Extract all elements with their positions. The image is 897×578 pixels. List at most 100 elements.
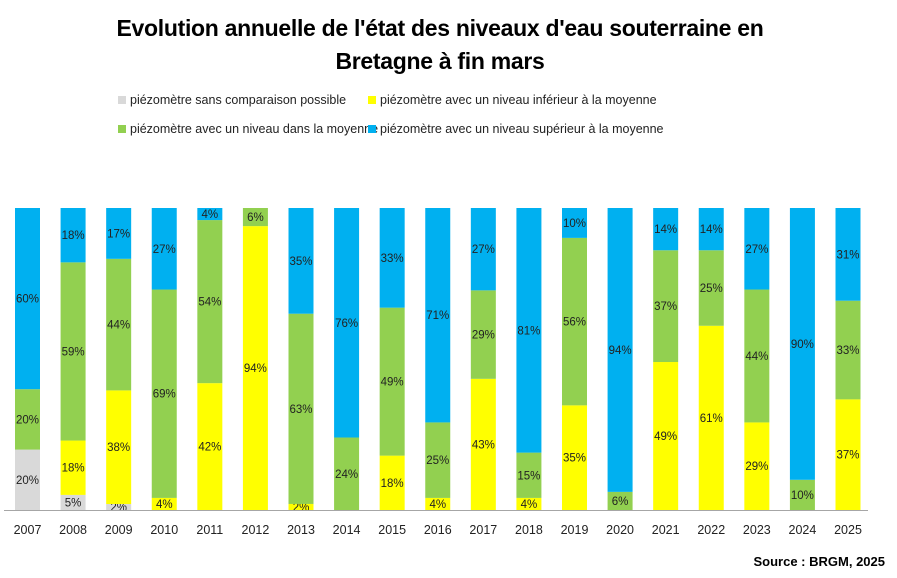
legend-item-above-average: piézomètre avec un niveau supérieur à la… (368, 122, 664, 136)
bar-segment-2008-s2 (60, 262, 86, 441)
data-label: 31% (836, 249, 859, 261)
bar-segment-2018-s3 (516, 208, 542, 453)
data-label: 20% (16, 414, 39, 426)
bar-segment-2024-s2 (789, 479, 815, 510)
data-label: 42% (198, 442, 221, 454)
title-line-1: Evolution annuelle de l'état des niveaux… (116, 15, 764, 41)
bar-segment-2008-s3 (60, 208, 86, 263)
bar-segment-2023-s3 (744, 208, 770, 290)
bar-segment-2008-s0 (60, 494, 86, 510)
data-label: 18% (62, 463, 85, 475)
data-label: 54% (198, 297, 221, 309)
bar-segment-2025-s1 (835, 399, 861, 510)
data-label: 35% (289, 256, 312, 268)
data-label: 38% (107, 442, 130, 454)
bar-segment-2019-s1 (562, 405, 587, 510)
x-tick-label: 2015 (378, 523, 406, 537)
bar-segment-2010-s3 (151, 208, 177, 290)
bar-segment-2012-s2 (242, 208, 268, 227)
bar-segment-2015-s3 (379, 208, 405, 308)
bar-segment-2017-s3 (470, 208, 496, 291)
bar-segment-2020-s2 (607, 491, 633, 510)
bar-segment-2016-s3 (425, 208, 451, 423)
bar-segment-2013-s2 (288, 313, 314, 504)
bar-segment-2013-s3 (288, 208, 314, 314)
data-label: 10% (563, 218, 586, 230)
x-tick-label: 2020 (606, 523, 634, 537)
bar-segment-2013-s1 (288, 503, 314, 510)
legend-swatch (118, 125, 126, 133)
bar-segment-2022-s3 (698, 208, 724, 251)
bar-segment-2016-s1 (425, 497, 451, 510)
bar-segment-2014-s2 (334, 437, 360, 510)
bar-segment-2019-s3 (562, 208, 587, 238)
data-label: 24% (335, 469, 358, 481)
x-tick-label: 2021 (652, 523, 680, 537)
bar-segment-2015-s1 (379, 455, 405, 510)
data-label: 15% (517, 470, 540, 482)
bar-segment-2009-s1 (106, 390, 132, 505)
data-label: 69% (153, 389, 176, 401)
x-tick-label: 2012 (242, 523, 270, 537)
x-tick-label: 2016 (424, 523, 452, 537)
bar-segment-2021-s2 (653, 250, 679, 363)
data-label: 14% (654, 224, 677, 236)
legend-item-average: piézomètre avec un niveau dans la moyenn… (118, 122, 378, 136)
bar-segment-2011-s3 (197, 208, 223, 221)
bar-segment-2010-s1 (151, 497, 177, 510)
x-tick-label: 2007 (14, 523, 42, 537)
legend-label: piézomètre sans comparaison possible (130, 93, 347, 107)
data-label: 94% (609, 345, 632, 357)
data-label: 17% (107, 228, 130, 240)
data-label: 29% (745, 461, 768, 473)
legend-label: piézomètre avec un niveau dans la moyenn… (130, 122, 379, 136)
bar-segment-2023-s2 (744, 289, 770, 423)
bar-segment-2015-s2 (379, 307, 405, 456)
x-tick-label: 2019 (561, 523, 589, 537)
data-label: 44% (107, 320, 130, 332)
bar-segment-2022-s2 (698, 250, 724, 326)
bar-segment-2016-s2 (425, 422, 451, 498)
bar-segment-2007-s0 (15, 449, 40, 510)
x-tick-label: 2022 (697, 523, 725, 537)
data-label: 37% (836, 450, 859, 462)
x-tick-label: 2008 (59, 523, 87, 537)
data-label: 20% (16, 475, 39, 487)
data-label: 4% (156, 499, 173, 511)
bar-segment-2009-s2 (106, 258, 132, 391)
bar-segment-2018-s2 (516, 452, 542, 498)
data-label: 29% (472, 330, 495, 342)
bar-segment-2021-s1 (653, 362, 679, 510)
legend-label: piézomètre avec un niveau supérieur à la… (380, 122, 664, 136)
bar-segment-2023-s1 (744, 422, 770, 510)
data-label: 71% (426, 310, 449, 322)
data-label: 18% (62, 230, 85, 242)
bar-segment-2007-s3 (15, 208, 40, 390)
data-label: 56% (563, 317, 586, 329)
legend-swatch (368, 125, 376, 133)
chart-title: Evolution annuelle de l'état des niveaux… (0, 12, 880, 78)
x-tick-label: 2011 (196, 523, 223, 537)
bar-segment-2025-s3 (835, 208, 861, 301)
data-label: 37% (654, 301, 677, 313)
legend-swatch (368, 96, 376, 104)
title-line-2: Bretagne à fin mars (335, 48, 545, 74)
data-label: 2% (110, 502, 127, 514)
data-label: 94% (244, 363, 267, 375)
x-tick-label: 2013 (287, 523, 315, 537)
data-label: 10% (791, 490, 814, 502)
data-label: 25% (426, 455, 449, 467)
data-label: 43% (472, 439, 495, 451)
bar-segment-2022-s1 (698, 325, 724, 510)
data-label: 4% (521, 499, 538, 511)
data-label: 18% (381, 478, 404, 490)
bar-segment-2009-s3 (106, 208, 132, 259)
data-label: 61% (700, 413, 723, 425)
bar-segment-2020-s3 (607, 208, 633, 492)
data-label: 33% (836, 345, 859, 357)
data-label: 14% (700, 224, 723, 236)
data-label: 27% (745, 244, 768, 256)
x-tick-label: 2024 (789, 523, 817, 537)
x-tick-label: 2017 (469, 523, 497, 537)
